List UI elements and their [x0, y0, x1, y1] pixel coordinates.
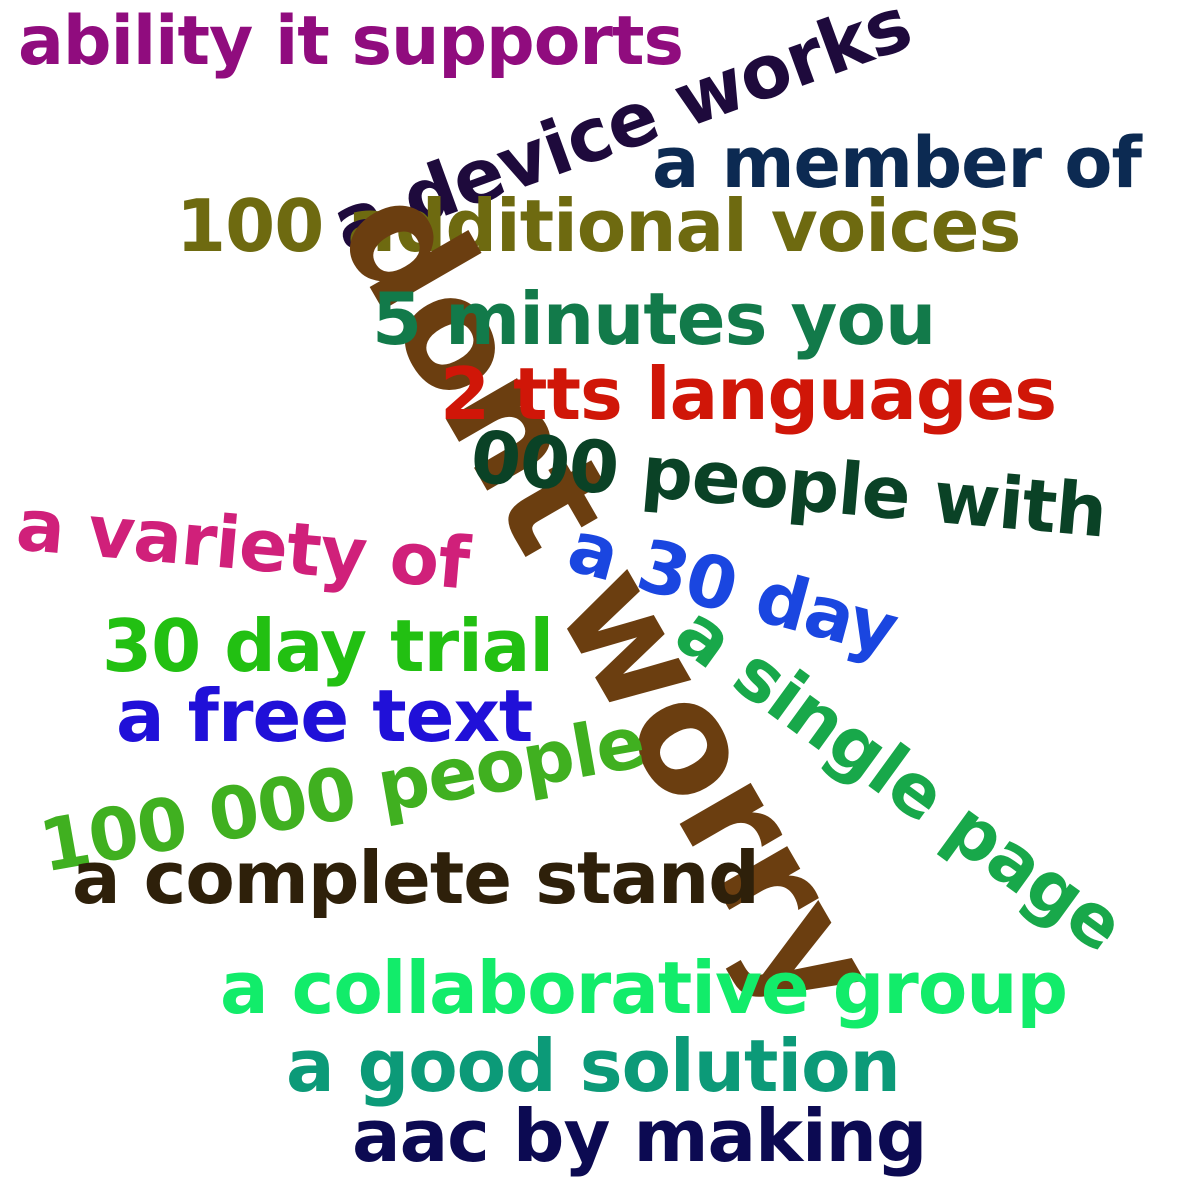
word-a-member-of: a member of: [652, 122, 1142, 204]
word-ability-it-supports: ability it supports: [18, 2, 684, 81]
word-a-free-text: a free text: [116, 674, 533, 758]
word-2-tts-languages: 2 tts languages: [440, 352, 1057, 436]
word-30-day-trial: 30 day trial: [102, 604, 554, 688]
word-a-complete-stand: a complete stand: [72, 836, 760, 920]
word-aac-by-making: aac by making: [352, 1094, 927, 1178]
word-a-collaborative-group: a collaborative group: [220, 946, 1068, 1030]
word-a-good-solution: a good solution: [286, 1024, 901, 1108]
word-a-variety-of: a variety of: [13, 482, 473, 606]
word-5-minutes-you: 5 minutes you: [372, 277, 936, 361]
word-100-additional-voices: 100 additional voices: [176, 184, 1021, 268]
